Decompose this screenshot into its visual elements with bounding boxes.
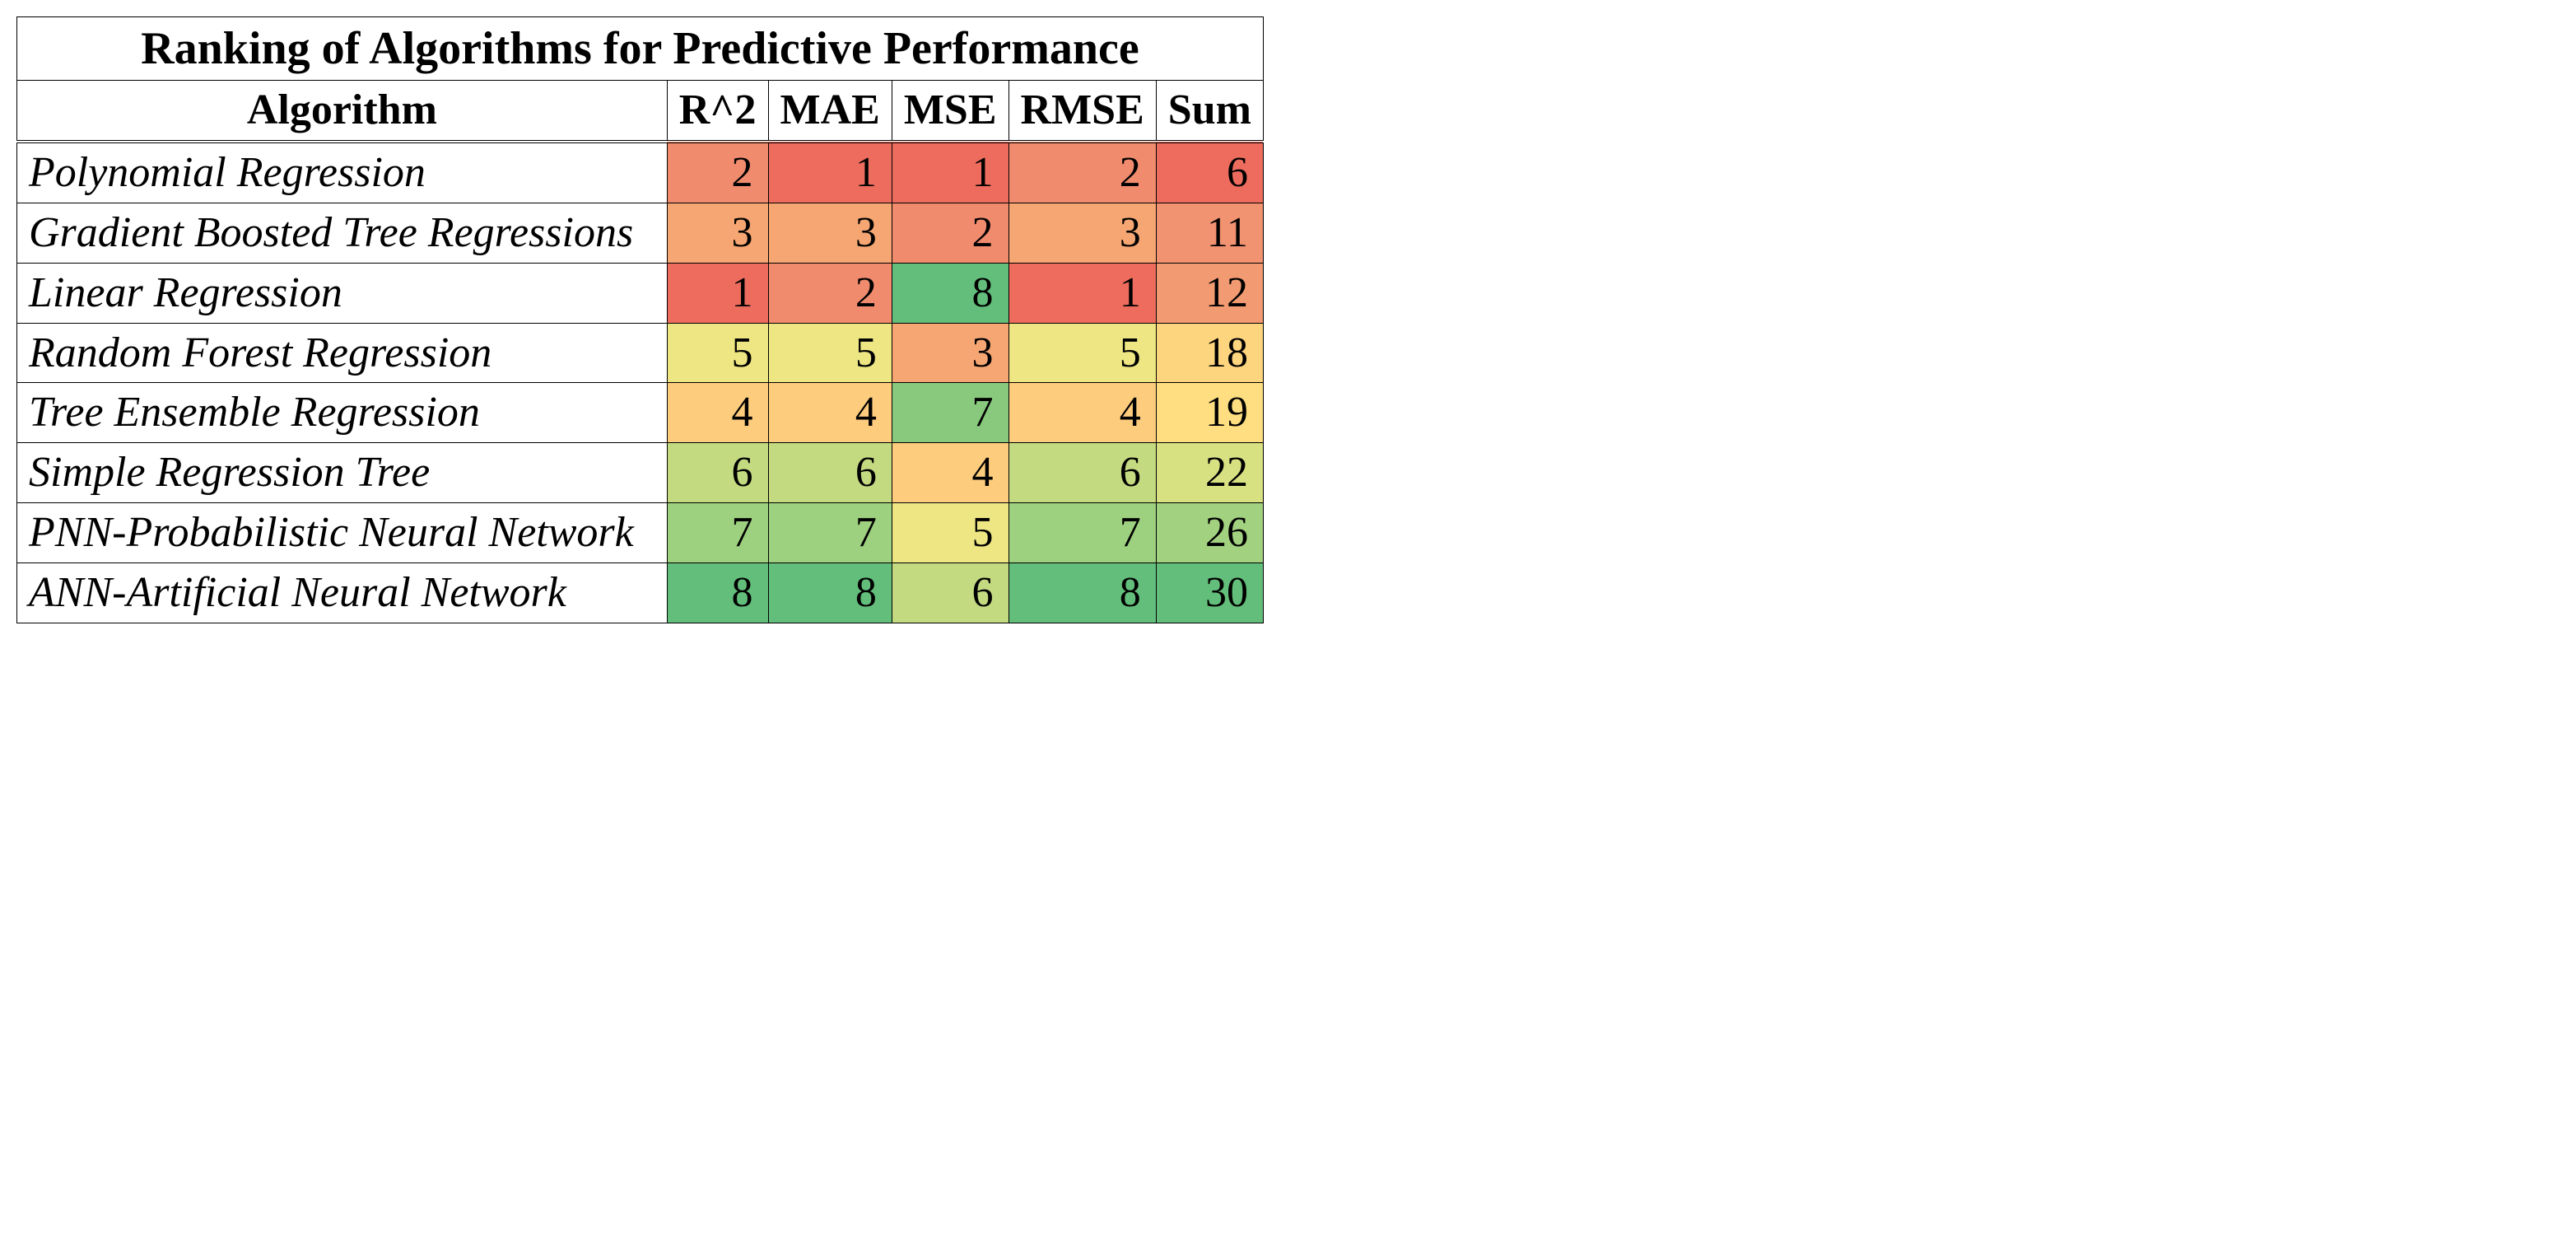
rank-cell: 2 (768, 263, 892, 323)
algorithm-name: Linear Regression (17, 263, 668, 323)
table-row: Polynomial Regression21126 (17, 142, 1264, 203)
algorithm-name: Polynomial Regression (17, 142, 668, 203)
table-row: Simple Regression Tree664622 (17, 443, 1264, 503)
rank-cell: 7 (667, 502, 768, 562)
rank-cell: 5 (667, 323, 768, 383)
rank-cell: 6 (1156, 142, 1263, 203)
rank-cell: 3 (1009, 203, 1156, 263)
table-body: Polynomial Regression21126Gradient Boost… (17, 142, 1264, 623)
col-header-sum: Sum (1156, 81, 1263, 142)
rank-cell: 22 (1156, 443, 1263, 503)
rank-cell: 2 (667, 142, 768, 203)
table-row: Tree Ensemble Regression447419 (17, 383, 1264, 443)
table-row: Linear Regression128112 (17, 263, 1264, 323)
col-header-mae: MAE (768, 81, 892, 142)
rank-cell: 3 (667, 203, 768, 263)
col-header-mse: MSE (892, 81, 1009, 142)
table-row: Gradient Boosted Tree Regressions332311 (17, 203, 1264, 263)
rank-cell: 1 (768, 142, 892, 203)
rank-cell: 4 (892, 443, 1009, 503)
rank-cell: 4 (768, 383, 892, 443)
rank-cell: 7 (768, 502, 892, 562)
rank-cell: 19 (1156, 383, 1263, 443)
table-header-row: Algorithm R^2 MAE MSE RMSE Sum (17, 81, 1264, 142)
rank-cell: 8 (892, 263, 1009, 323)
rank-cell: 5 (1009, 323, 1156, 383)
algorithm-name: ANN-Artificial Neural Network (17, 562, 668, 623)
rank-cell: 2 (1009, 142, 1156, 203)
algorithm-name: Gradient Boosted Tree Regressions (17, 203, 668, 263)
rank-cell: 12 (1156, 263, 1263, 323)
ranking-table: Ranking of Algorithms for Predictive Per… (16, 16, 1264, 623)
rank-cell: 8 (768, 562, 892, 623)
rank-cell: 6 (667, 443, 768, 503)
col-header-rmse: RMSE (1009, 81, 1156, 142)
rank-cell: 1 (1009, 263, 1156, 323)
rank-cell: 7 (1009, 502, 1156, 562)
algorithm-name: PNN-Probabilistic Neural Network (17, 502, 668, 562)
table-row: Random Forest Regression553518 (17, 323, 1264, 383)
rank-cell: 3 (892, 323, 1009, 383)
algorithm-name: Tree Ensemble Regression (17, 383, 668, 443)
algorithm-name: Random Forest Regression (17, 323, 668, 383)
rank-cell: 6 (892, 562, 1009, 623)
col-header-algorithm: Algorithm (17, 81, 668, 142)
rank-cell: 11 (1156, 203, 1263, 263)
rank-cell: 1 (667, 263, 768, 323)
rank-cell: 4 (667, 383, 768, 443)
rank-cell: 3 (768, 203, 892, 263)
table-row: ANN-Artificial Neural Network886830 (17, 562, 1264, 623)
rank-cell: 18 (1156, 323, 1263, 383)
rank-cell: 5 (768, 323, 892, 383)
table-title: Ranking of Algorithms for Predictive Per… (17, 17, 1264, 81)
rank-cell: 1 (892, 142, 1009, 203)
rank-cell: 6 (768, 443, 892, 503)
algorithm-name: Simple Regression Tree (17, 443, 668, 503)
rank-cell: 6 (1009, 443, 1156, 503)
rank-cell: 8 (1009, 562, 1156, 623)
rank-cell: 8 (667, 562, 768, 623)
col-header-r2: R^2 (667, 81, 768, 142)
rank-cell: 26 (1156, 502, 1263, 562)
rank-cell: 30 (1156, 562, 1263, 623)
rank-cell: 7 (892, 383, 1009, 443)
table-row: PNN-Probabilistic Neural Network775726 (17, 502, 1264, 562)
rank-cell: 5 (892, 502, 1009, 562)
rank-cell: 2 (892, 203, 1009, 263)
rank-cell: 4 (1009, 383, 1156, 443)
